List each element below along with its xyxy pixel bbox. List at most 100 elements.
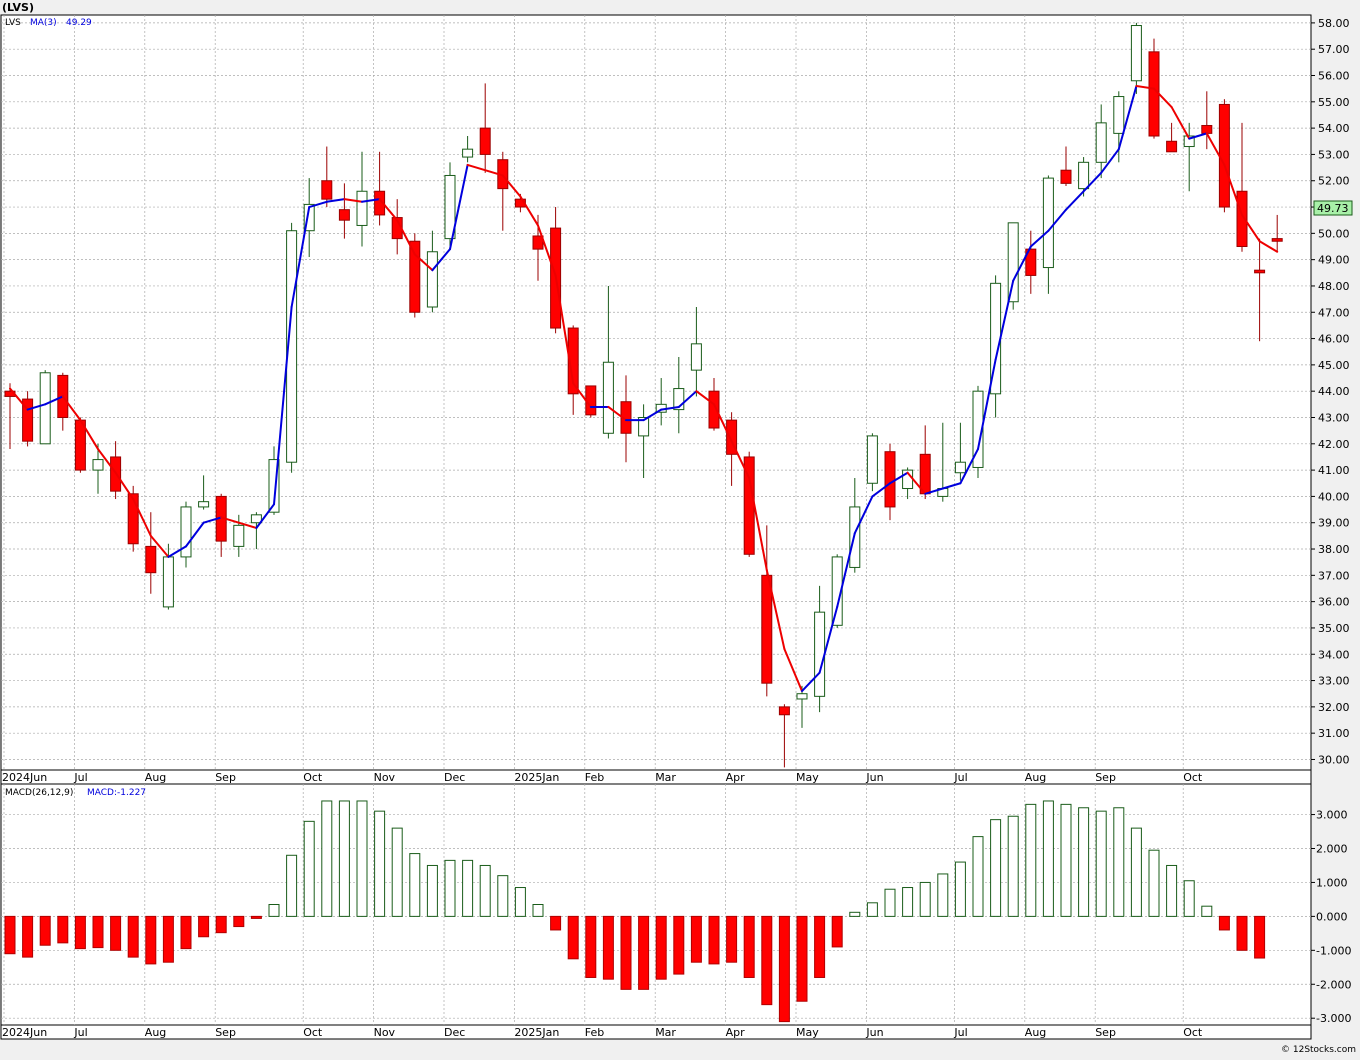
ma-segment <box>1047 208 1067 232</box>
macd-x-tick-label: Dec <box>444 1026 465 1039</box>
price-x-tick-label: Dec <box>444 771 465 784</box>
macd-bar <box>374 810 386 917</box>
price-x-tick-label: Sep <box>215 771 236 784</box>
ma-segment <box>889 471 909 485</box>
price-y-tick-label: 34.00 <box>1318 648 1350 661</box>
candle <box>954 422 966 481</box>
ma-segment <box>871 482 891 498</box>
macd-bar <box>638 915 650 990</box>
macd-bar <box>1060 803 1072 917</box>
macd-x-tick-label: Nov <box>374 1026 396 1039</box>
ma-segment <box>61 395 82 422</box>
copyright-text: © 12Stocks.com <box>1281 1045 1356 1055</box>
macd-x-tick-label: Jul <box>73 1026 87 1039</box>
candle <box>1060 146 1072 186</box>
candle-body <box>866 435 878 484</box>
macd-bar <box>462 859 474 917</box>
candle-body <box>585 385 597 416</box>
ma-segment <box>660 405 680 411</box>
macd-panel <box>0 783 1312 1040</box>
ma-segment <box>572 382 592 408</box>
candle <box>198 475 210 510</box>
price-x-tick-label: Oct <box>303 771 323 784</box>
macd-bar <box>849 911 861 917</box>
ma-segment <box>26 403 47 411</box>
macd-bar <box>866 902 878 917</box>
ma-segment <box>484 169 504 177</box>
candle <box>1183 122 1195 192</box>
candle-body <box>39 372 51 445</box>
ma-segment <box>607 405 627 422</box>
macd-x-tick-label: 2025Jan <box>514 1026 559 1039</box>
macd-bar <box>1148 849 1160 917</box>
ma-segment <box>9 387 29 411</box>
macd-bar <box>110 915 122 951</box>
ma-segment <box>941 482 962 490</box>
macd-bar <box>1236 915 1248 951</box>
macd-x-tick-label: Jul <box>953 1026 967 1039</box>
candle <box>1025 230 1037 294</box>
ma-segment <box>255 503 275 529</box>
macd-bar <box>1095 810 1107 917</box>
candle <box>972 385 984 478</box>
macd-bar <box>585 915 597 978</box>
macd-y-axis: -3.000 -2.000 -1.000 0.000 1.000 2.000 3.000 <box>1311 809 1351 1025</box>
ma-segment <box>924 487 944 495</box>
price-grid <box>1 15 1311 770</box>
price-y-tick-label: 47.00 <box>1318 306 1350 319</box>
price-y-tick-label: 46.00 <box>1318 333 1350 346</box>
macd-bar <box>303 820 315 917</box>
candle <box>743 451 755 557</box>
candle-body <box>814 611 826 697</box>
price-x-tick-label: Jul <box>953 771 967 784</box>
candle-body <box>919 453 931 495</box>
candle <box>1218 99 1230 213</box>
macd-bar <box>1025 803 1037 917</box>
macd-bar <box>444 859 456 917</box>
macd-x-tick-label: Aug <box>1025 1026 1046 1039</box>
price-x-tick-label: 2024Jun <box>2 771 47 784</box>
candle-body <box>1113 96 1125 134</box>
price-x-tick-label: Nov <box>374 771 396 784</box>
candle <box>462 136 474 163</box>
macd-bar <box>268 904 280 917</box>
candle <box>127 485 139 552</box>
price-y-tick-label: 41.00 <box>1318 464 1350 477</box>
ma-segment <box>237 521 258 529</box>
candle <box>690 307 702 397</box>
price-y-tick-label: 49.00 <box>1318 254 1350 267</box>
macd-bar <box>990 819 1002 917</box>
macd-bar <box>761 915 773 1006</box>
macd-y-tick-label: -2.000 <box>1316 978 1351 991</box>
candle <box>866 433 878 492</box>
candle <box>286 222 298 473</box>
macd-bar <box>902 887 914 917</box>
price-y-tick-label: 44.00 <box>1318 385 1350 398</box>
candle-body <box>602 361 614 434</box>
macd-bar <box>937 873 949 917</box>
ma-segment <box>642 408 663 422</box>
macd-bar <box>1183 880 1195 917</box>
candle-body <box>708 390 720 429</box>
chart-title: (LVS) <box>2 1 34 14</box>
ma-segment <box>132 498 152 537</box>
macd-x-tick-label: Jun <box>865 1026 883 1039</box>
macd-x-tick-label: Mar <box>655 1026 676 1039</box>
price-panel <box>0 14 1312 785</box>
price-y-tick-label: 52.00 <box>1318 175 1350 188</box>
price-y-tick-label: 38.00 <box>1318 543 1350 556</box>
macd-bar <box>831 915 843 948</box>
candle <box>356 151 368 247</box>
price-y-tick-label: 32.00 <box>1318 701 1350 714</box>
candle <box>1042 175 1054 294</box>
macd-bar <box>22 915 34 958</box>
candle-body <box>444 174 456 240</box>
price-y-tick-label: 39.00 <box>1318 517 1350 530</box>
macd-bar <box>919 881 931 917</box>
price-y-tick-label: 42.00 <box>1318 438 1350 451</box>
ma-segment <box>1100 148 1120 174</box>
ma-segment <box>959 448 979 485</box>
candle <box>92 443 104 494</box>
ma-segment <box>801 671 821 693</box>
candle-body <box>250 514 262 524</box>
